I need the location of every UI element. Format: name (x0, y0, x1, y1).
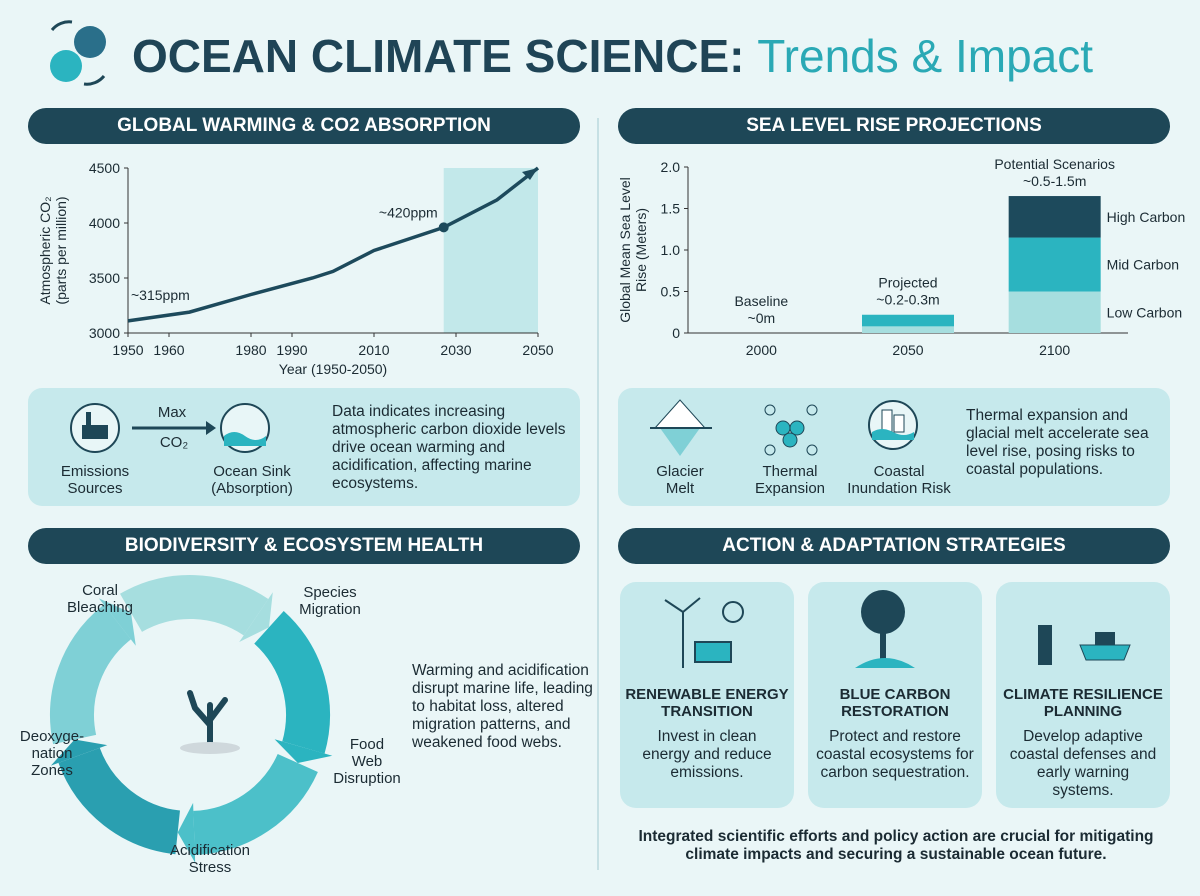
x-tick-label: 2030 (440, 342, 471, 358)
annotation-marker (438, 222, 449, 233)
legend-label: High Carbon (1107, 209, 1186, 225)
card-text: Protect and restore coastal ecosystems f… (816, 728, 974, 781)
x-tick-label: 1950 (112, 342, 143, 358)
co2-line (127, 166, 540, 323)
x-tick-label: 1980 (235, 342, 266, 358)
bar-annotation: Projected (878, 275, 937, 291)
cycle-arrowhead (98, 598, 136, 646)
bar-annotation: ~0.5-1.5m (1023, 173, 1086, 189)
legend-label: Low Carbon (1107, 304, 1183, 320)
annotation: ~420ppm (379, 204, 438, 220)
card-title: RENEWABLE ENERGY TRANSITION (625, 686, 789, 720)
charts: 3000 3500 4000 4500 1950 1960 1980 1990 2010 2030… (37, 156, 1185, 377)
cycle-diagram (50, 575, 333, 863)
y-tick-label: 3000 (89, 325, 120, 341)
ocean-sink-icon (220, 403, 270, 453)
page-title: OCEAN CLIMATE SCIENCE: Trends & Impact (132, 30, 1093, 82)
section-heading: ACTION & ADAPTATION STRATEGIES (618, 528, 1170, 564)
bar-segment (862, 326, 954, 333)
icon-label: Coastal Inundation Risk (847, 463, 951, 497)
x-tick-label: 1960 (153, 342, 184, 358)
cycle-label: Coral Bleaching (67, 582, 133, 616)
footer-text: Integrated scientific efforts and policy… (638, 828, 1154, 863)
bar-annotation: Potential Scenarios (994, 156, 1115, 172)
title-main: OCEAN CLIMATE SCIENCE: (132, 30, 745, 82)
y-tick-label: 1.5 (661, 201, 681, 217)
y-tick-label: 4500 (89, 160, 120, 176)
cycle-segment (192, 753, 318, 855)
bar-segment (1008, 196, 1101, 238)
coral-icon (180, 690, 240, 754)
y-axis-label: Global Mean Sea Level (617, 177, 633, 323)
bar-segment (1008, 237, 1101, 292)
info-text: Thermal expansion and glacial melt accel… (966, 407, 1149, 478)
section-heading: SEA LEVEL RISE PROJECTIONS (618, 108, 1170, 144)
cycle-label: Food Web Disruption (333, 736, 401, 787)
cycle-label: Deoxyge- nation Zones (19, 728, 85, 779)
arrow-label: CO₂ (159, 434, 189, 451)
annotation: ~315ppm (131, 287, 190, 303)
cycle-segment (253, 610, 330, 754)
line-arrowhead (522, 168, 538, 180)
cycle-arrowhead (239, 592, 273, 642)
y-tick-label: 2.0 (661, 159, 681, 175)
x-tick-label: 2010 (358, 342, 389, 358)
coastal-icon (868, 400, 918, 450)
arrow-label: Max (157, 404, 187, 421)
renewable-icon (664, 597, 744, 668)
bar-annotation: Baseline (734, 293, 788, 309)
info-text: Data indicates increasing atmospheric ca… (332, 403, 566, 492)
x-tick-label: 1990 (276, 342, 307, 358)
thermal-icon (764, 404, 818, 456)
icon-label: Glacier Melt (656, 463, 704, 497)
card-text: Invest in clean energy and reduce emissi… (642, 728, 772, 781)
card-title: CLIMATE RESILIENCE PLANNING (1003, 686, 1163, 720)
icon-label: Ocean Sink (Absorption) (211, 463, 293, 497)
glacier-icon (650, 399, 712, 456)
cycle-arrowhead (177, 802, 196, 863)
cycle-segment (58, 747, 181, 855)
resilience-icon (1038, 625, 1131, 665)
bar-annotation: ~0m (748, 310, 776, 326)
x-axis-label: Year (1950-2050) (279, 361, 387, 377)
projection-band (443, 168, 538, 333)
bar-segment (1008, 291, 1101, 333)
x-tick-label: 2000 (746, 342, 777, 358)
legend-label: Mid Carbon (1107, 257, 1179, 273)
y-axis-label: Atmospheric CO₂ (37, 196, 53, 304)
x-tick-label: 2050 (522, 342, 553, 358)
globe-icon (50, 20, 106, 86)
y-axis-label: Rise (Meters) (633, 208, 649, 292)
cycle-arrowhead (50, 739, 108, 766)
y-tick-label: 1.0 (661, 242, 681, 258)
x-tick-label: 2100 (1039, 342, 1070, 358)
icon-label: Emissions Sources (60, 463, 130, 497)
section-heading: GLOBAL WARMING & CO2 ABSORPTION (28, 108, 580, 144)
icon-label: Thermal Expansion (754, 463, 826, 497)
cycle-segment (120, 575, 269, 636)
cycle-label: Acidification Stress (169, 842, 251, 876)
cycle-arrowhead (274, 739, 333, 763)
card-text: Develop adaptive coastal defenses and ea… (1009, 728, 1157, 799)
info-text: Warming and acidification disrupt marine… (412, 662, 593, 751)
x-tick-label: 2050 (892, 342, 923, 358)
y-tick-label: 0 (672, 325, 680, 341)
cycle-segment (50, 604, 132, 745)
flow-arrow (132, 421, 216, 435)
section-heading: BIODIVERSITY & ECOSYSTEM HEALTH (28, 528, 580, 564)
y-axis-label: (parts per million) (53, 196, 69, 304)
cycle-label: Species Migration (299, 584, 361, 618)
emissions-icon (70, 403, 120, 453)
blue-carbon-icon (855, 590, 915, 668)
y-tick-label: 0.5 (661, 284, 681, 300)
card-title: BLUE CARBON RESTORATION (839, 686, 951, 720)
bar-segment (862, 314, 954, 327)
bar-annotation: ~0.2-0.3m (876, 292, 939, 308)
title-accent: Trends & Impact (757, 30, 1094, 82)
y-tick-label: 4000 (89, 215, 120, 231)
y-tick-label: 3500 (89, 270, 120, 286)
